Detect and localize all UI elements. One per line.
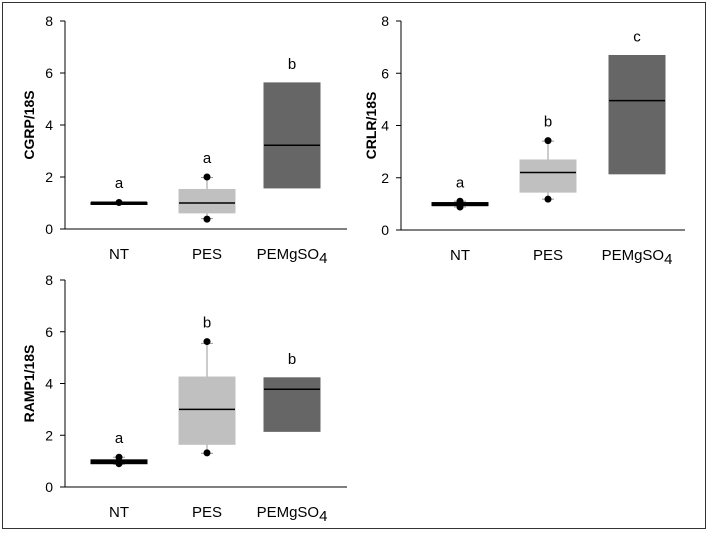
box-1 [90,453,148,468]
y-tick-label: 4 [45,117,53,133]
outlier-point [456,197,464,205]
y-tick-label: 0 [45,479,53,495]
y-tick-label: 4 [45,376,53,392]
significance-letter: b [288,56,296,73]
x-category-label: PES [192,504,222,521]
box-2 [178,338,236,457]
box-rect [178,376,236,445]
significance-letter: b [203,315,211,332]
y-tick-label: 8 [45,13,53,29]
box-rect [519,159,577,193]
panel-2: 0 2 4 6 8 CRLR/18S NT PES PEMgSO4 a b c [363,13,685,268]
y-tick-label: 2 [45,169,53,185]
significance-letter: a [456,174,465,191]
outlier-point [115,460,123,468]
box-rect [178,188,236,214]
x-category-label: PES [533,247,563,264]
box-1 [90,198,148,206]
panel-1: 0 2 4 6 8 CGRP/18S NT PES PEMgSO4 a a b [21,13,347,267]
y-axis-label: CRLR/18S [363,92,379,160]
y-tick-label: 6 [45,65,53,81]
significance-letter: a [115,175,124,192]
x-category-label: PEMgSO4 [257,504,328,525]
significance-letter: a [115,430,124,447]
y-axis-label: RAMP1/18S [21,345,37,423]
y-tick-label: 0 [381,222,389,238]
outlier-point [115,453,123,461]
box-3 [263,377,321,432]
x-category-label: PES [192,246,222,263]
outlier-point [544,195,552,203]
y-tick-label: 8 [45,272,53,288]
box-2 [519,137,577,203]
significance-letter: a [203,150,212,167]
x-category-label: NT [109,246,129,263]
significance-letter: b [544,114,552,131]
y-tick-label: 0 [45,221,53,237]
box-1 [431,197,489,211]
x-category-label: PEMgSO4 [602,247,673,268]
x-category-label: NT [109,504,129,521]
panel-3: 0 2 4 6 8 RAMP1/18S NT PES PEMgSO4 a b b [21,272,347,525]
box-3 [608,54,666,175]
significance-letter: c [633,28,641,45]
outlier-point [115,198,123,206]
y-tick-label: 2 [45,427,53,443]
outlier-point [544,137,552,145]
x-category-label: NT [450,247,470,264]
outlier-point [203,173,211,181]
outlier-point [203,449,211,457]
box-2 [178,173,236,223]
outlier-point [456,203,464,211]
box-rect [263,377,321,432]
outlier-point [203,215,211,223]
y-axis-label: CGRP/18S [21,90,37,159]
y-tick-label: 4 [381,118,389,134]
y-tick-label: 2 [381,170,389,186]
y-tick-label: 6 [45,324,53,340]
box-rect [263,82,321,189]
y-tick-label: 8 [381,13,389,29]
significance-letter: b [288,351,296,368]
y-tick-label: 6 [381,65,389,81]
outlier-point [203,338,211,346]
box-3 [263,82,321,189]
x-category-label: PEMgSO4 [257,246,328,267]
box-rect [608,54,666,175]
